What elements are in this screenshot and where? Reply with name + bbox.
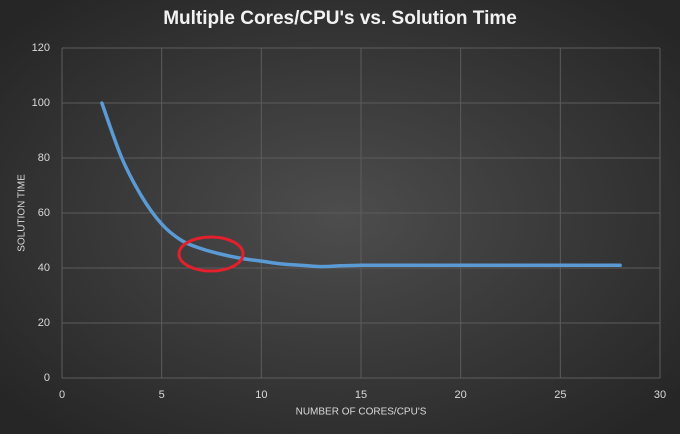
y-axis-label: SOLUTION TIME — [17, 174, 28, 252]
x-tick-label: 10 — [255, 389, 267, 401]
highlight-circle — [177, 235, 245, 273]
x-tick-label: 25 — [554, 389, 566, 401]
y-tick-label: 40 — [38, 262, 50, 274]
x-tick-label: 30 — [654, 389, 666, 401]
x-tick-label: 0 — [59, 389, 65, 401]
chart-title: Multiple Cores/CPU's vs. Solution Time — [163, 8, 517, 29]
y-tick-label: 20 — [38, 317, 50, 329]
x-tick-label: 15 — [355, 389, 367, 401]
y-tick-label: 0 — [44, 372, 50, 384]
y-tick-label: 100 — [32, 97, 50, 109]
y-tick-label: 60 — [38, 207, 50, 219]
y-tick-label: 80 — [38, 152, 50, 164]
x-tick-label: 20 — [455, 389, 467, 401]
y-tick-label: 120 — [32, 42, 50, 54]
x-tick-label: 5 — [159, 389, 165, 401]
x-axis-label: NUMBER OF CORES/CPU'S — [296, 407, 427, 418]
